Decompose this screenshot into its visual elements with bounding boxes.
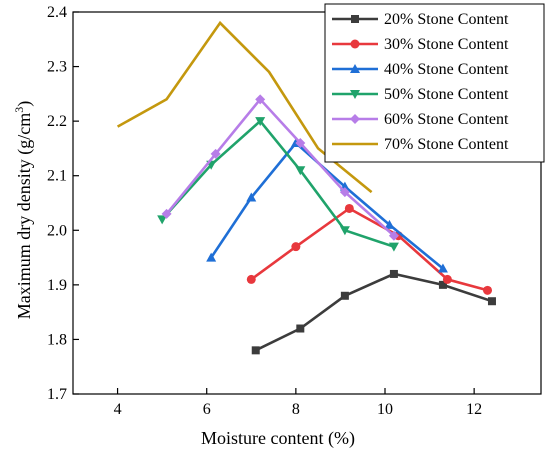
y-tick-label: 2.0 [47, 222, 67, 239]
series-group [161, 94, 399, 241]
series-group [246, 203, 493, 295]
y-tick-label: 2.1 [47, 168, 67, 185]
x-axis-title: Moisture content (%) [201, 428, 355, 449]
data-point [388, 230, 399, 241]
y-tick-label: 2.3 [47, 59, 67, 76]
plot-frame [72, 11, 542, 395]
data-point [350, 114, 360, 124]
x-tick-label: 6 [203, 401, 211, 418]
legend-label: 20% Stone Content [384, 11, 509, 28]
y-axis-title: Maximum dry density (g/cm3) [12, 101, 35, 319]
data-point [351, 15, 359, 23]
legend-entry: 30% Stone Content [332, 36, 509, 53]
legend-entry: 60% Stone Content [332, 111, 509, 128]
data-point [246, 274, 256, 284]
series-line [255, 272, 493, 352]
axis-ticks: 4 6 8 10 12 1.7 1.8 1.9 2.0 2.1 2.2 2.3 2.4 [47, 4, 482, 418]
legend-label: 70% Stone Content [384, 136, 509, 153]
data-point [487, 297, 496, 306]
data-point [246, 192, 257, 202]
data-point [206, 252, 217, 262]
x-tick-label: 4 [114, 401, 122, 418]
y-axis-title-close: ) [14, 101, 35, 107]
y-axis-title-superscript: 3 [12, 107, 26, 113]
y-tick-label: 1.9 [47, 277, 67, 294]
legend-box [324, 3, 545, 163]
data-point [350, 39, 360, 49]
y-tick-label: 1.7 [47, 386, 67, 403]
y-tick-label: 1.8 [47, 331, 67, 348]
y-axis-title-main: Maximum dry density (g/cm [14, 113, 35, 319]
data-point [384, 219, 395, 229]
y-tick-label: 2.4 [47, 4, 67, 21]
data-point [255, 117, 266, 127]
data-point [340, 291, 349, 300]
legend-label: 30% Stone Content [384, 36, 509, 53]
data-point [339, 187, 350, 198]
x-tick-label: 12 [466, 401, 482, 418]
series-line [165, 97, 395, 237]
data-point [483, 285, 493, 295]
data-point [350, 90, 360, 99]
legend-label: 60% Stone Content [384, 111, 509, 128]
y-tick-label: 2.2 [47, 113, 67, 130]
series-group [251, 269, 496, 355]
data-point [161, 208, 172, 219]
data-point [389, 269, 398, 278]
series-line [250, 206, 488, 292]
series-line [161, 119, 395, 248]
data-point [350, 64, 360, 73]
data-point [344, 203, 354, 213]
legend-entry: 70% Stone Content [332, 136, 509, 153]
data-point [339, 226, 350, 236]
legend-entry: 20% Stone Content [332, 11, 509, 28]
legend: 20% Stone Content 30% Stone Content 40% St… [324, 3, 545, 163]
data-point [438, 280, 447, 289]
data-point [437, 263, 448, 273]
data-point [255, 94, 266, 105]
x-tick-label: 10 [377, 401, 393, 418]
data-point [295, 137, 306, 148]
legend-label: 40% Stone Content [384, 61, 509, 78]
x-tick-label: 8 [292, 401, 300, 418]
data-point [291, 242, 301, 252]
legend-entry: 40% Stone Content [332, 61, 509, 78]
data-point [442, 274, 452, 284]
data-point [210, 148, 221, 159]
legend-entry: 50% Stone Content [332, 86, 509, 103]
data-point [295, 166, 306, 176]
data-point [157, 215, 168, 225]
data-point [296, 324, 305, 333]
data-point [388, 242, 399, 252]
legend-label: 50% Stone Content [384, 86, 509, 103]
data-point [251, 346, 260, 355]
data-series [116, 20, 496, 355]
